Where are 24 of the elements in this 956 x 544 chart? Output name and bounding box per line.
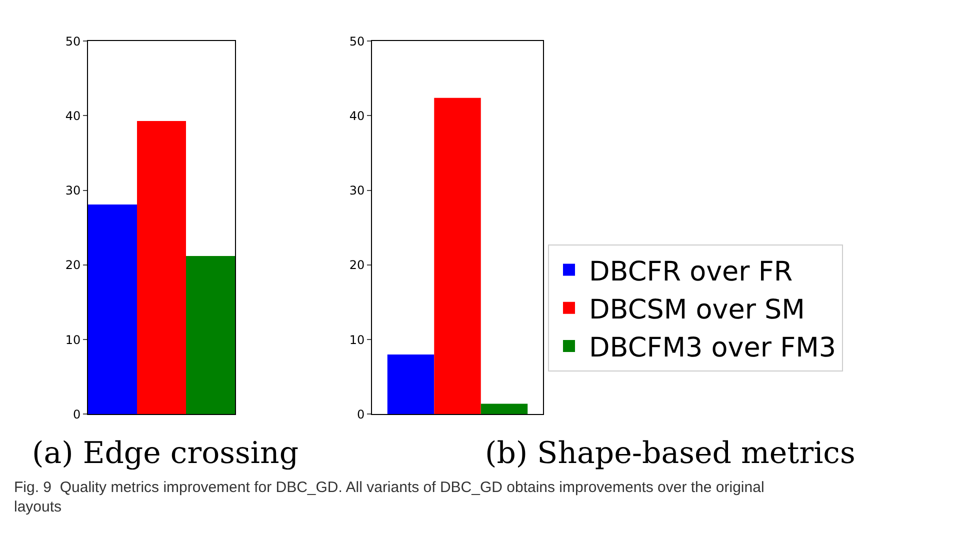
y-tick-label: 20	[65, 258, 81, 272]
y-tick-label: 30	[65, 184, 81, 198]
y-tick-label: 40	[349, 108, 365, 123]
legend-label: DBCFR over FR	[589, 256, 793, 288]
bar	[137, 120, 186, 414]
x-axis-title: (a) Edge crossing	[32, 436, 299, 471]
legend-label: DBCSM over SM	[589, 294, 805, 326]
y-tick-label: 10	[65, 332, 81, 347]
bar	[434, 98, 481, 414]
y-tick-label: 10	[349, 332, 365, 347]
bar	[387, 354, 434, 414]
y-tick-label: 30	[349, 184, 365, 198]
y-tick-label: 0	[356, 407, 365, 422]
bar	[88, 204, 137, 414]
y-tick-label: 50	[65, 34, 81, 48]
x-axis-title: (b) Shape-based metrics	[485, 436, 856, 471]
y-tick-label: 50	[349, 34, 365, 48]
caption: Fig. 9 Quality metrics improvement for DBC_GD. All variants of DBC_GD obtains improvements over the original layouts	[14, 479, 764, 516]
bar	[480, 404, 528, 414]
y-tick-label: 40	[65, 108, 81, 123]
y-tick-label: 0	[72, 407, 81, 422]
y-tick-label: 20	[349, 258, 365, 272]
bar	[186, 256, 235, 414]
legend-label: DBCFM3 over FM3	[589, 332, 836, 364]
